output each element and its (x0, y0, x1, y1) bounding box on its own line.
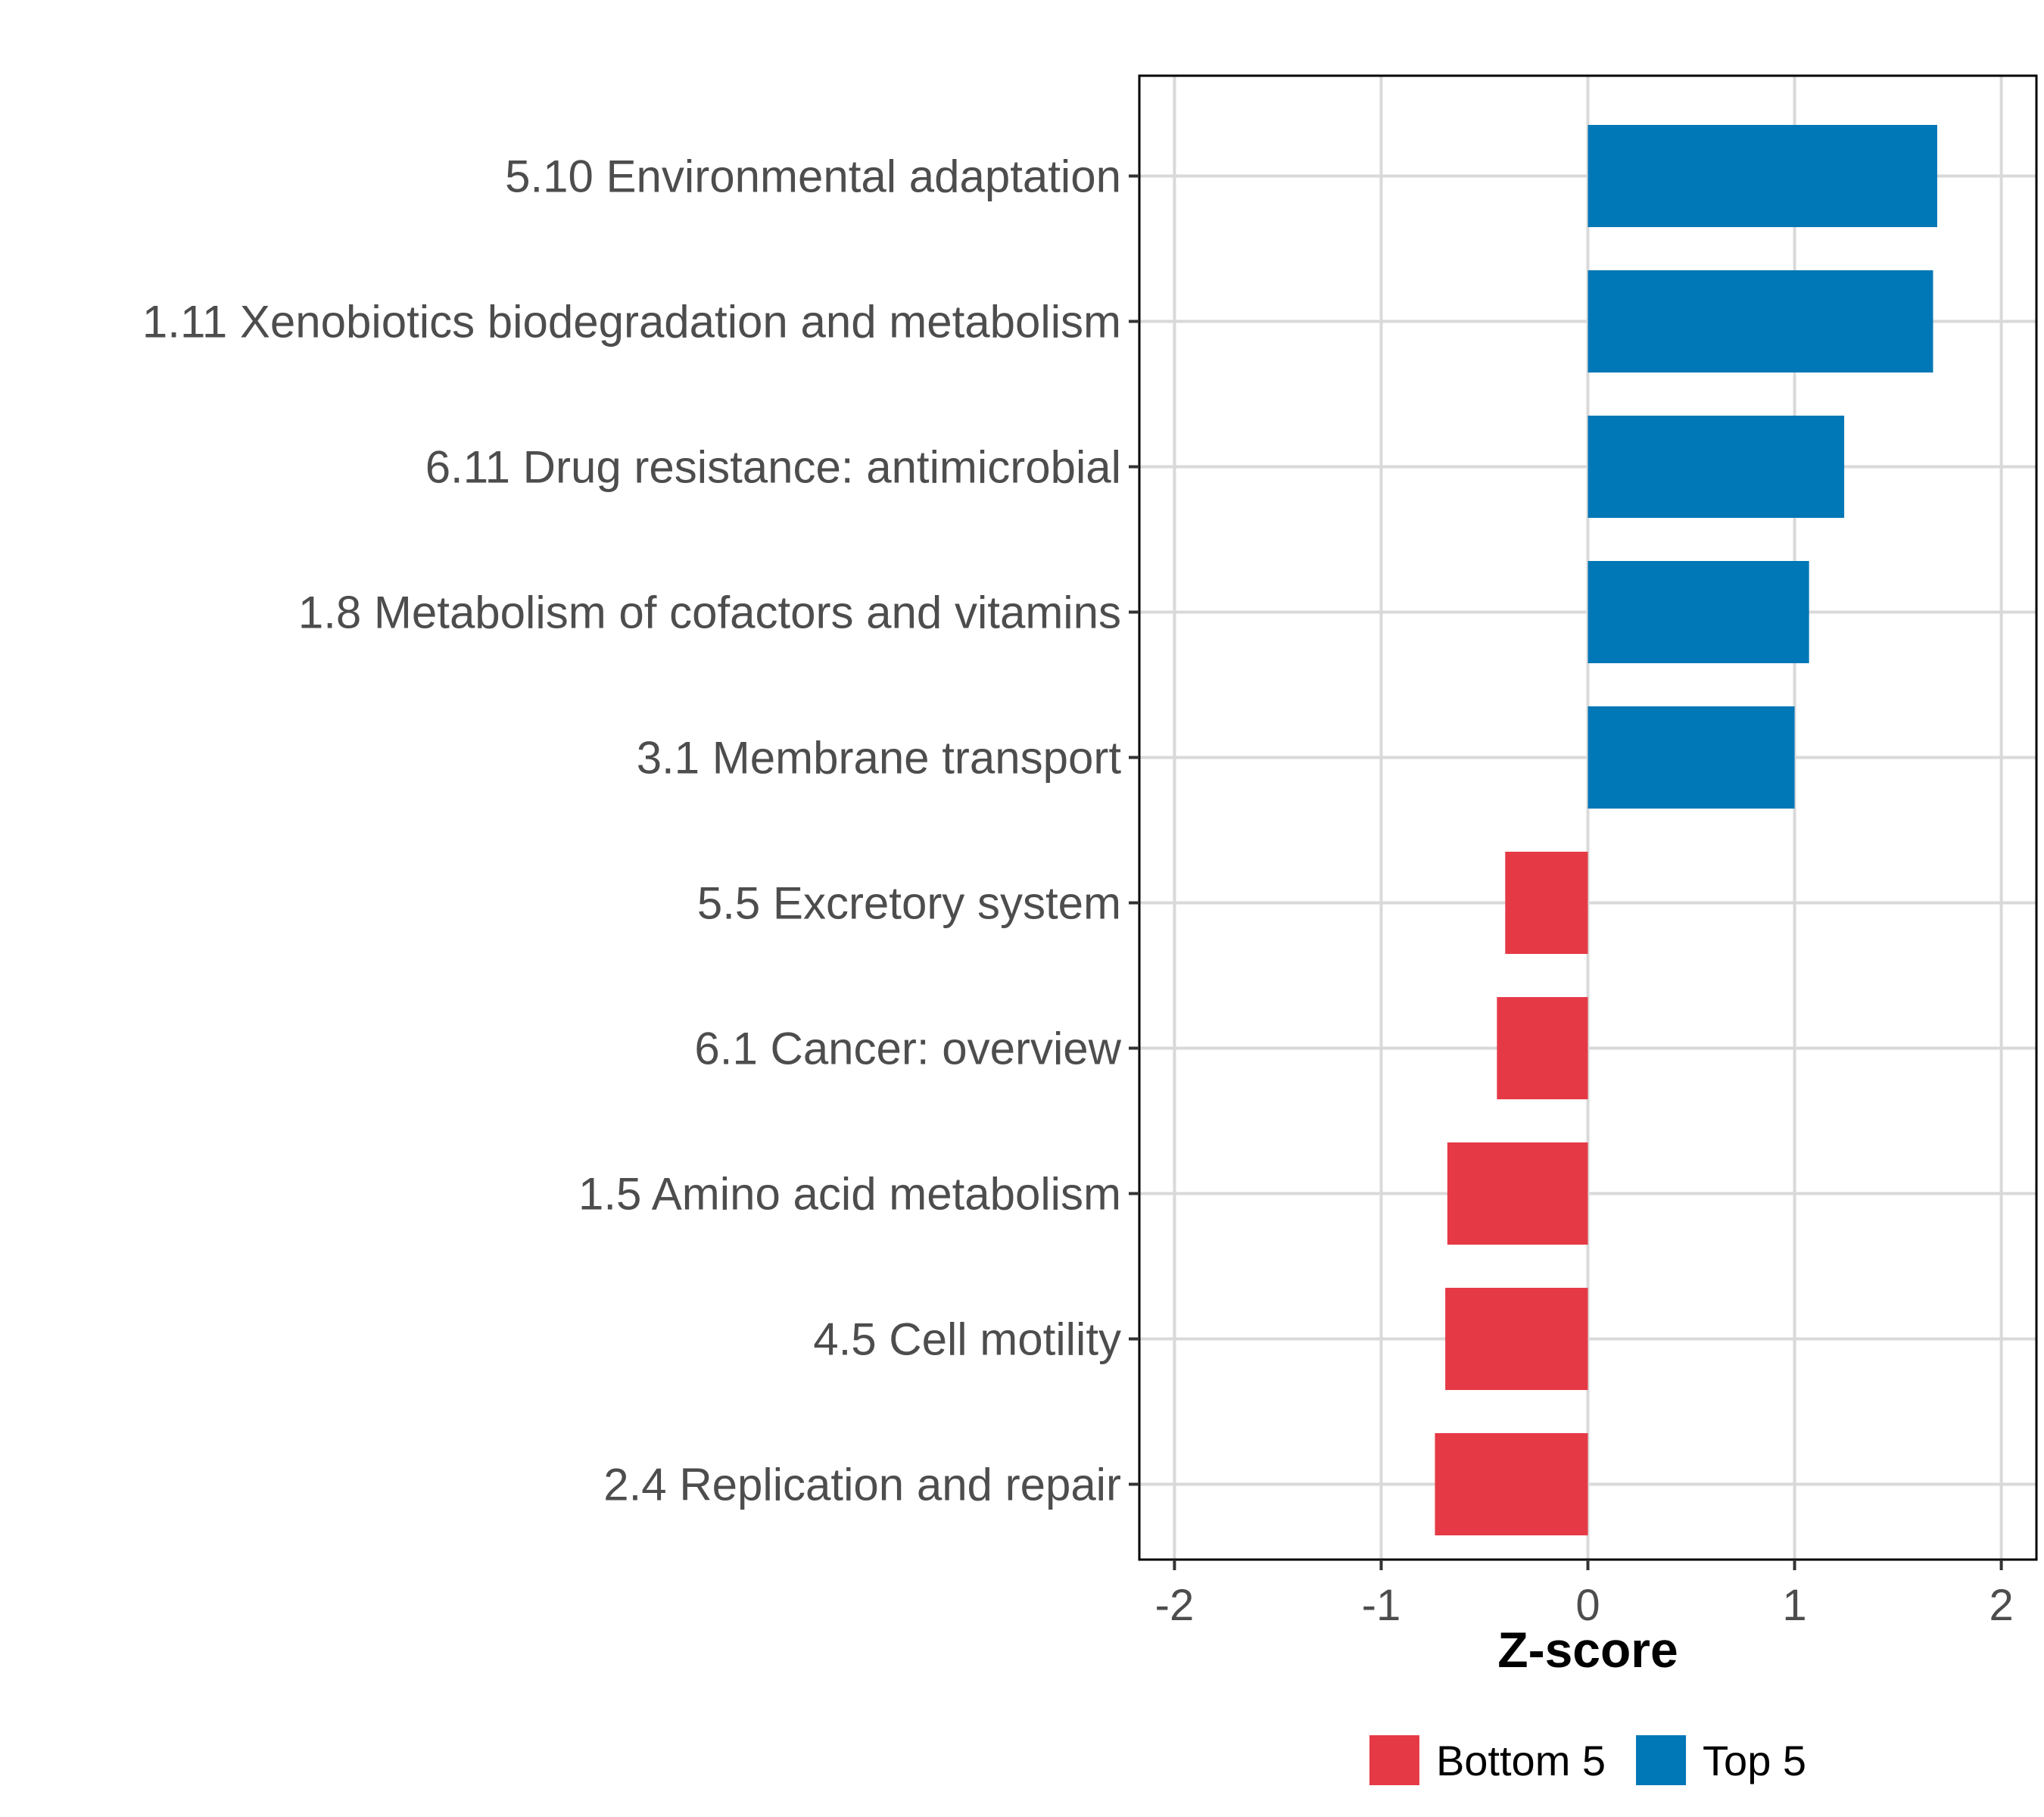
legend-key-0 (1369, 1735, 1419, 1785)
x-tick-label-2: 0 (1575, 1581, 1600, 1630)
y-category-label-0: 5.10 Environmental adaptation (505, 151, 1121, 202)
bar-0 (1588, 125, 1937, 227)
bar-9 (1435, 1433, 1588, 1535)
bar-2 (1588, 416, 1845, 518)
x-tick-label-1: -1 (1362, 1581, 1401, 1630)
bar-7 (1447, 1142, 1588, 1245)
y-category-label-6: 6.1 Cancer: overview (694, 1024, 1121, 1074)
x-tick-label-0: -2 (1155, 1581, 1195, 1630)
bar-3 (1588, 561, 1809, 663)
bar-4 (1588, 706, 1795, 809)
y-category-label-4: 3.1 Membrane transport (637, 733, 1122, 784)
bar-1 (1588, 270, 1933, 372)
y-category-label-3: 1.8 Metabolism of cofactors and vitamins (298, 587, 1121, 638)
y-category-label-2: 6.11 Drug resistance: antimicrobial (425, 442, 1121, 493)
bar-6 (1497, 997, 1588, 1099)
y-category-label-7: 1.5 Amino acid metabolism (578, 1169, 1121, 1220)
bar-8 (1445, 1288, 1588, 1390)
y-category-label-5: 5.5 Excretory system (697, 878, 1121, 929)
y-axis-category-labels: 5.10 Environmental adaptation 1.11 Xenobi… (142, 151, 1122, 1510)
x-axis-tick-labels: -2 -1 0 1 2 (1155, 1581, 2014, 1630)
bar-5 (1505, 852, 1588, 954)
legend-key-1 (1636, 1735, 1687, 1785)
x-axis-title: Z-score (1497, 1622, 1678, 1678)
y-category-label-9: 2.4 Replication and repair (603, 1460, 1121, 1510)
y-category-label-1: 1.11 Xenobiotics biodegradation and meta… (142, 297, 1121, 348)
legend: Bottom 5 Top 5 (1369, 1735, 1806, 1785)
x-tick-label-4: 2 (1989, 1581, 2013, 1630)
legend-label-1: Top 5 (1703, 1737, 1806, 1784)
x-tick-label-3: 1 (1782, 1581, 1806, 1630)
bars (1435, 125, 1937, 1535)
y-axis-ticks (1129, 174, 1139, 1486)
legend-label-0: Bottom 5 (1436, 1737, 1606, 1784)
y-category-label-8: 4.5 Cell motility (813, 1314, 1121, 1365)
x-axis-ticks (1173, 1560, 2003, 1570)
